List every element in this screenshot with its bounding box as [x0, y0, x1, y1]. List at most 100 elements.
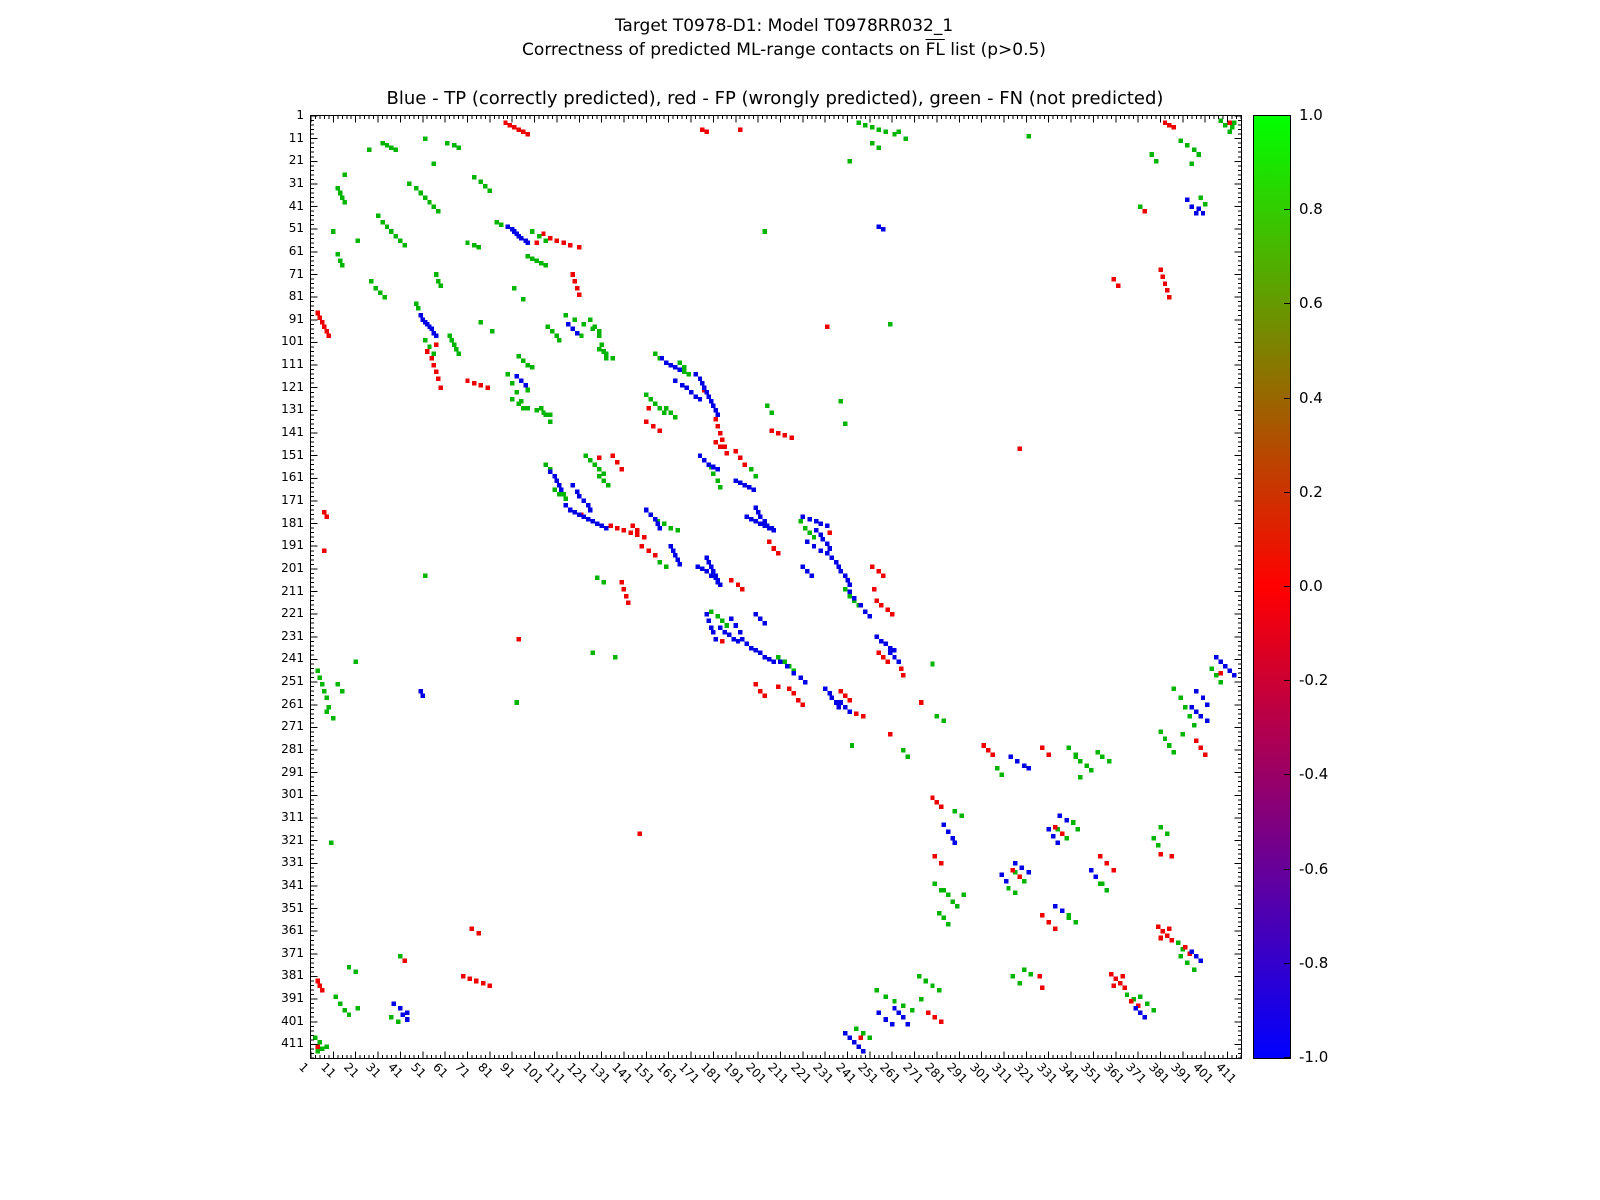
contact-point — [758, 650, 763, 655]
contact-point — [431, 351, 437, 357]
contact-point — [1064, 817, 1069, 823]
contact-point — [395, 1019, 401, 1025]
contact-point — [1111, 983, 1116, 988]
contact-point — [1185, 960, 1190, 966]
contact-point — [1164, 288, 1170, 293]
contact-point — [990, 752, 996, 757]
contact-point — [843, 421, 848, 427]
contact-point — [892, 131, 897, 137]
contact-point — [563, 313, 569, 318]
colorbar-tick — [1284, 398, 1290, 399]
contact-point — [1158, 824, 1163, 830]
contact-point — [677, 367, 683, 372]
contact-point — [346, 1012, 352, 1018]
contact-point — [697, 453, 703, 458]
contact-point — [621, 587, 627, 592]
contact-point — [572, 510, 578, 515]
contact-point — [518, 236, 524, 241]
contact-point — [657, 559, 662, 565]
contact-point — [693, 394, 698, 400]
y-tick-label: 101 — [281, 334, 304, 349]
contact-point — [539, 260, 544, 266]
contact-point — [1039, 913, 1045, 918]
x-tick-label: 381 — [1145, 1060, 1172, 1087]
contact-point — [932, 1014, 937, 1020]
contact-point — [577, 292, 582, 298]
contact-point — [561, 240, 566, 246]
contact-point — [878, 602, 884, 608]
x-tick-label: 191 — [720, 1060, 747, 1087]
contact-point — [883, 641, 888, 646]
contact-point — [1153, 159, 1159, 164]
contact-point — [585, 516, 591, 522]
contact-point — [825, 523, 830, 529]
contact-point — [398, 953, 403, 959]
contact-point — [686, 371, 692, 377]
x-tick-label: 341 — [1056, 1060, 1083, 1087]
contact-point — [847, 593, 853, 599]
contact-point — [469, 926, 475, 932]
contact-point — [740, 587, 745, 592]
contact-point — [827, 530, 832, 535]
contact-point — [454, 346, 459, 352]
contact-point — [791, 670, 797, 676]
contact-point — [818, 548, 823, 554]
contact-point — [623, 593, 629, 599]
contact-point — [845, 577, 850, 583]
contact-point — [393, 233, 399, 239]
contact-point — [731, 636, 736, 642]
contact-point — [805, 568, 810, 574]
contact-point — [742, 462, 747, 467]
contact-point — [733, 478, 738, 483]
contact-point — [733, 623, 738, 628]
contact-point — [881, 573, 886, 578]
contact-point — [860, 713, 866, 719]
contact-point — [843, 587, 848, 592]
y-tick-label: 111 — [281, 357, 304, 372]
contact-map-plot — [310, 115, 1242, 1059]
contact-point — [1021, 967, 1027, 972]
y-tick-label: 221 — [281, 606, 304, 621]
contact-point — [494, 220, 499, 225]
contact-point — [961, 892, 967, 898]
contact-point — [635, 532, 640, 538]
contact-point — [1178, 138, 1183, 144]
contact-point — [717, 485, 723, 490]
contact-point — [706, 559, 712, 565]
contact-point — [516, 401, 522, 406]
contact-point — [1151, 836, 1157, 841]
contact-point — [952, 808, 958, 814]
contact-point — [829, 555, 835, 560]
contact-point — [668, 543, 674, 549]
contact-point — [822, 686, 828, 692]
x-tick-label: 211 — [765, 1060, 792, 1087]
contact-point — [673, 365, 678, 370]
contact-point — [418, 190, 423, 196]
contact-point — [646, 548, 651, 554]
contact-point — [950, 836, 955, 841]
contact-point — [644, 507, 649, 513]
contact-point — [869, 564, 875, 569]
contact-point — [704, 389, 709, 395]
y-tick-label: 161 — [281, 470, 304, 485]
contact-point — [892, 1005, 897, 1011]
contact-point — [825, 541, 830, 547]
contact-point — [673, 414, 678, 420]
contact-point — [427, 344, 432, 350]
contact-point — [568, 507, 573, 513]
contact-point — [843, 693, 848, 698]
contact-point — [331, 229, 336, 234]
contact-point — [541, 410, 546, 415]
contact-point — [798, 675, 803, 680]
contact-point — [599, 342, 604, 347]
contact-point — [1187, 713, 1192, 719]
contact-point — [1064, 836, 1069, 841]
contact-point — [827, 546, 832, 551]
contact-point — [849, 743, 855, 748]
y-tick-label: 191 — [281, 538, 304, 553]
contact-point — [543, 462, 548, 467]
contact-point — [547, 469, 553, 474]
contact-point — [315, 310, 320, 316]
contact-point — [952, 840, 958, 846]
y-tick-label: 11 — [288, 130, 304, 145]
